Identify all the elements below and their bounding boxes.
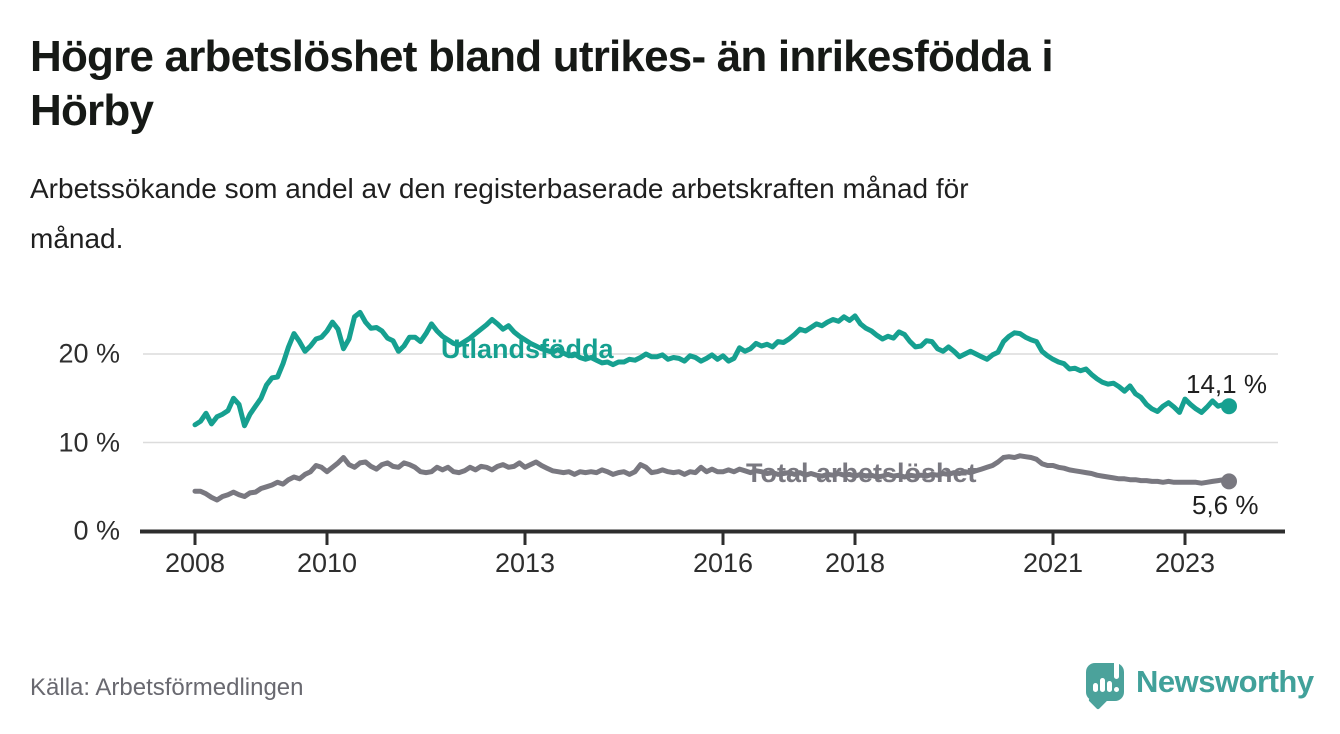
logo-bar-3 xyxy=(1107,681,1112,692)
y-axis-tick-label: 0 % xyxy=(73,515,120,546)
x-axis-tick-label: 2010 xyxy=(296,548,358,578)
x-axis-tick-label: 2013 xyxy=(494,548,556,578)
y-axis-tick-label: 10 % xyxy=(58,427,120,457)
page-title: Högre arbetslöshet bland utrikes- än inr… xyxy=(30,30,1330,138)
end-value-label-total: 5,6 % xyxy=(1192,490,1259,520)
logo-exclamation-dot xyxy=(1114,687,1119,692)
title-line-2: Hörby xyxy=(30,86,154,135)
y-axis-tick-label: 20 % xyxy=(58,338,120,369)
x-axis-tick-label: 2016 xyxy=(692,548,754,578)
subtitle-line-2: månad. xyxy=(30,223,124,254)
title-line-1: Högre arbetslöshet bland utrikes- än inr… xyxy=(30,32,1054,81)
end-value-label-utlandsfodda: 14,1 % xyxy=(1186,369,1267,399)
x-axis-tick-label: 2008 xyxy=(164,548,226,578)
chart-subtitle: Arbetssökande som andel av den registerb… xyxy=(30,164,1270,264)
x-axis-tick-label: 2023 xyxy=(1154,548,1216,578)
series-label-total-arbetsloshet: Total arbetslöshet xyxy=(746,458,977,488)
logo-exclamation-stem xyxy=(1114,658,1119,679)
newsworthy-logo-icon xyxy=(1086,658,1124,710)
subtitle-line-1: Arbetssökande som andel av den registerb… xyxy=(30,173,969,204)
x-axis-tick-label: 2018 xyxy=(824,548,886,578)
source-note: Källa: Arbetsförmedlingen xyxy=(30,674,304,701)
logo-bar-1 xyxy=(1093,683,1098,692)
x-axis-tick-label: 2021 xyxy=(1022,548,1084,578)
newsworthy-logo-text: Newsworthy xyxy=(1136,664,1314,699)
series-label-utlandsfodda: Utlandsfödda xyxy=(441,334,614,364)
logo-bar-2 xyxy=(1100,678,1105,692)
